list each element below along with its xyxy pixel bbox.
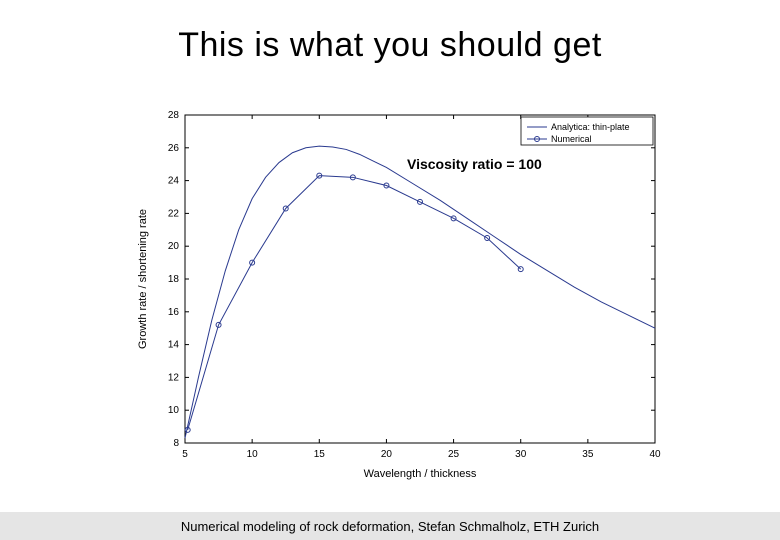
- svg-text:5: 5: [182, 449, 188, 460]
- svg-text:14: 14: [168, 340, 180, 351]
- svg-text:16: 16: [168, 307, 180, 318]
- svg-text:8: 8: [173, 438, 179, 449]
- svg-text:12: 12: [168, 372, 180, 383]
- svg-text:Wavelength / thickness: Wavelength / thickness: [364, 468, 477, 480]
- svg-text:10: 10: [168, 405, 180, 416]
- svg-text:10: 10: [247, 449, 259, 460]
- svg-text:Numerical: Numerical: [551, 134, 592, 144]
- svg-text:22: 22: [168, 208, 180, 219]
- svg-text:Growth rate / shortening rate: Growth rate / shortening rate: [137, 209, 149, 349]
- slide: This is what you should get 5 10 15 20 25 30 3…: [0, 0, 780, 540]
- svg-text:28: 28: [168, 110, 180, 121]
- svg-text:Analytica: thin-plate: Analytica: thin-plate: [551, 122, 630, 132]
- svg-text:15: 15: [314, 449, 326, 460]
- svg-text:18: 18: [168, 274, 180, 285]
- svg-text:35: 35: [582, 449, 594, 460]
- svg-text:30: 30: [515, 449, 527, 460]
- svg-text:25: 25: [448, 449, 460, 460]
- viscosity-annotation: Viscosity ratio = 100: [407, 156, 542, 172]
- page-title: This is what you should get: [0, 26, 780, 65]
- svg-text:26: 26: [168, 143, 180, 154]
- svg-text:40: 40: [649, 449, 661, 460]
- svg-text:24: 24: [168, 176, 180, 187]
- footer-text: Numerical modeling of rock deformation, …: [0, 519, 780, 534]
- svg-text:20: 20: [381, 449, 393, 460]
- svg-text:20: 20: [168, 241, 180, 252]
- growth-rate-chart: 5 10 15 20 25 30 35 40 8 10 12 14 16 18 20 22 24 26 28 Wave…: [130, 105, 670, 485]
